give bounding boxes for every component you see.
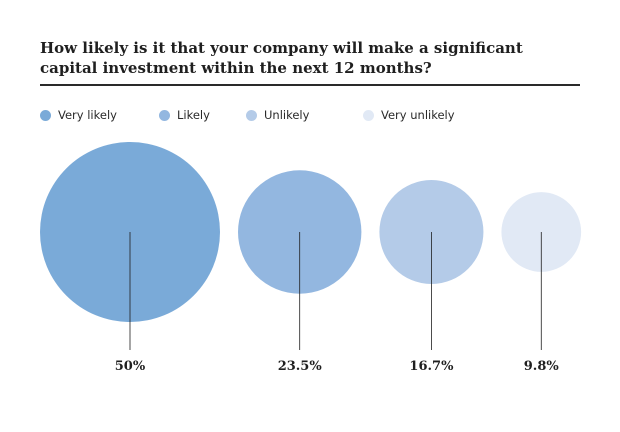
legend-swatch-very-likely — [40, 109, 51, 121]
bubble-likely — [238, 170, 362, 294]
title-divider — [40, 84, 580, 86]
legend-swatch-unlikely — [246, 109, 257, 121]
chart-title: How likely is it that your company will … — [40, 39, 523, 77]
legend-label-very-likely: Very likely — [58, 108, 117, 122]
legend-label-likely: Likely — [177, 108, 210, 122]
legend-label-unlikely: Unlikely — [264, 108, 310, 122]
value-label-unlikely: 16.7% — [409, 359, 454, 374]
legend-item-very-likely: Very likely — [40, 106, 117, 124]
value-label-likely: 23.5% — [278, 359, 323, 374]
legend-item-unlikely: Unlikely — [246, 106, 309, 124]
legend: Very likely Likely Unlikely Very unlikel… — [40, 106, 580, 124]
legend-label-very-unlikely: Very unlikely — [381, 108, 455, 122]
value-label-very-unlikely: 9.8% — [524, 359, 560, 374]
legend-swatch-likely — [159, 109, 170, 121]
legend-swatch-very-unlikely — [363, 109, 374, 121]
legend-item-very-unlikely: Very unlikely — [363, 106, 455, 124]
legend-item-likely: Likely — [159, 106, 210, 124]
value-label-very-likely: 50% — [115, 359, 146, 374]
